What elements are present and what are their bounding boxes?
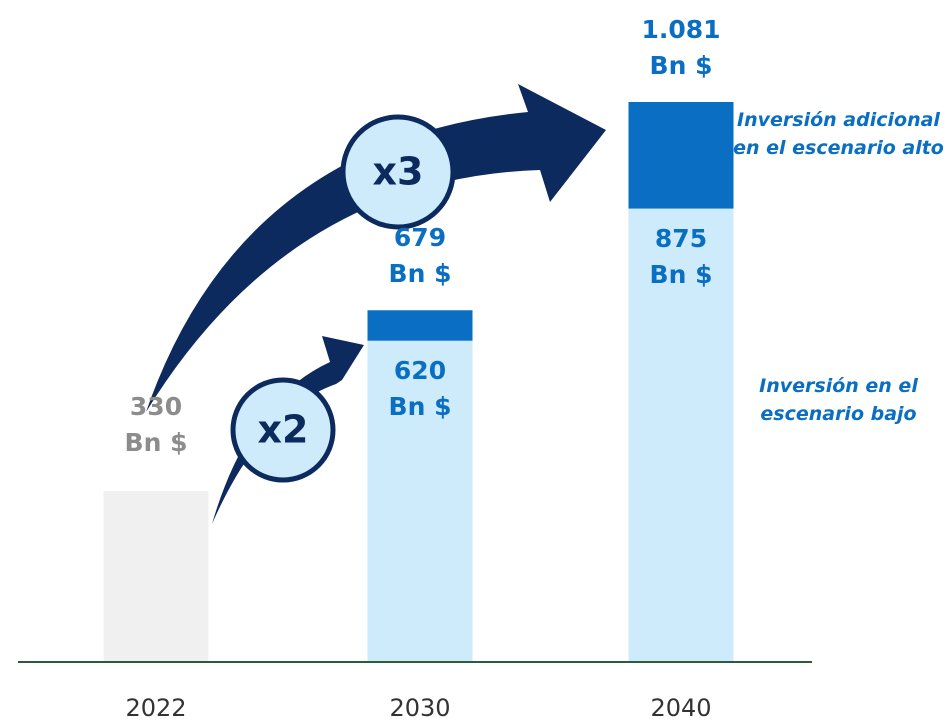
- value-label: 620 Bn $: [388, 355, 452, 421]
- bar-segment: [628, 102, 734, 209]
- x-tick-label: 2040: [650, 694, 712, 721]
- annotation: x3: [373, 150, 424, 194]
- multiplier-badge: [230, 377, 336, 483]
- bar-segment: [628, 208, 734, 662]
- x-tick-label: 2030: [389, 694, 451, 721]
- bar-segment: [367, 340, 473, 662]
- bar-segment: [103, 491, 209, 662]
- growth-arrow: [212, 336, 364, 524]
- value-label: 330 Bn $: [124, 392, 188, 458]
- multiplier-badge: [340, 114, 456, 230]
- x-tick-label: 2022: [125, 694, 187, 721]
- growth-arrow: [146, 84, 606, 412]
- annotation: x2: [258, 408, 309, 452]
- bar-segment: [367, 310, 473, 341]
- legend-entry: Inversión en el escenario bajo: [759, 375, 918, 425]
- total-label: 679 Bn $: [388, 223, 452, 289]
- total-label: 1.081 Bn $: [641, 15, 721, 80]
- value-label: 875 Bn $: [649, 223, 713, 289]
- legend-entry: Inversión adicional en el escenario alto: [733, 109, 944, 159]
